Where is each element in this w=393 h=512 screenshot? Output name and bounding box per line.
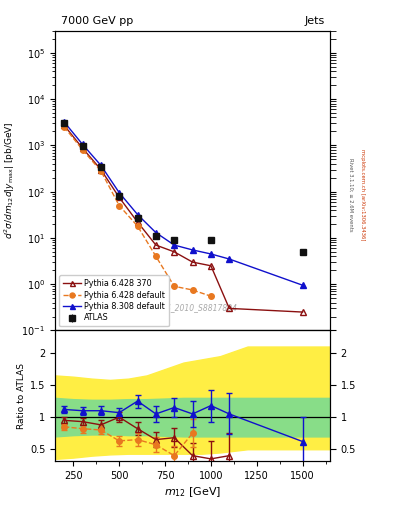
Pythia 8.308 default bbox=[99, 162, 103, 168]
Pythia 6.428 default bbox=[80, 147, 85, 153]
Pythia 6.428 default bbox=[209, 293, 213, 300]
Text: mcplots.cern.ch [arXiv:1306.3436]: mcplots.cern.ch [arXiv:1306.3436] bbox=[360, 149, 365, 240]
Pythia 8.308 default bbox=[117, 189, 121, 196]
Pythia 6.428 370 bbox=[135, 219, 140, 225]
Pythia 6.428 370 bbox=[62, 122, 66, 129]
Line: Pythia 6.428 370: Pythia 6.428 370 bbox=[61, 122, 305, 315]
Pythia 8.308 default bbox=[227, 256, 231, 262]
X-axis label: $m_{12}$ [GeV]: $m_{12}$ [GeV] bbox=[164, 485, 221, 499]
Pythia 8.308 default bbox=[190, 247, 195, 253]
Text: Jets: Jets bbox=[304, 16, 325, 26]
Pythia 6.428 370 bbox=[80, 145, 85, 151]
Pythia 6.428 default bbox=[154, 253, 158, 260]
Legend: Pythia 6.428 370, Pythia 6.428 default, Pythia 8.308 default, ATLAS: Pythia 6.428 370, Pythia 6.428 default, … bbox=[59, 275, 169, 327]
Text: 7000 GeV pp: 7000 GeV pp bbox=[61, 16, 133, 26]
Pythia 8.308 default bbox=[62, 119, 66, 125]
Text: Rivet 3.1.10; ≥ 2.6M events: Rivet 3.1.10; ≥ 2.6M events bbox=[348, 158, 353, 231]
Y-axis label: Ratio to ATLAS: Ratio to ATLAS bbox=[17, 362, 26, 429]
Pythia 8.308 default bbox=[172, 242, 176, 248]
Pythia 6.428 default bbox=[190, 287, 195, 293]
Pythia 6.428 370 bbox=[172, 249, 176, 255]
Y-axis label: $d^2\sigma/dm_{12}d|y_\mathrm{max}|$ [pb/GeV]: $d^2\sigma/dm_{12}d|y_\mathrm{max}|$ [pb… bbox=[3, 122, 17, 239]
Pythia 6.428 default bbox=[117, 202, 121, 208]
Pythia 6.428 370 bbox=[117, 195, 121, 201]
Pythia 8.308 default bbox=[135, 211, 140, 218]
Pythia 8.308 default bbox=[80, 141, 85, 147]
Line: Pythia 6.428 default: Pythia 6.428 default bbox=[61, 124, 214, 299]
Pythia 6.428 default bbox=[135, 223, 140, 229]
Pythia 6.428 default bbox=[99, 168, 103, 174]
Pythia 8.308 default bbox=[209, 251, 213, 257]
Pythia 6.428 370 bbox=[227, 305, 231, 311]
Line: Pythia 8.308 default: Pythia 8.308 default bbox=[61, 119, 305, 288]
Pythia 8.308 default bbox=[154, 229, 158, 236]
Pythia 8.308 default bbox=[300, 282, 305, 288]
Pythia 6.428 370 bbox=[209, 263, 213, 269]
Pythia 6.428 370 bbox=[99, 166, 103, 173]
Pythia 6.428 default bbox=[62, 124, 66, 130]
Pythia 6.428 370 bbox=[154, 242, 158, 248]
Pythia 6.428 370 bbox=[300, 309, 305, 315]
Pythia 6.428 370 bbox=[190, 259, 195, 265]
Pythia 6.428 default bbox=[172, 283, 176, 289]
Text: ATLAS_2010_S8817804: ATLAS_2010_S8817804 bbox=[147, 304, 238, 312]
